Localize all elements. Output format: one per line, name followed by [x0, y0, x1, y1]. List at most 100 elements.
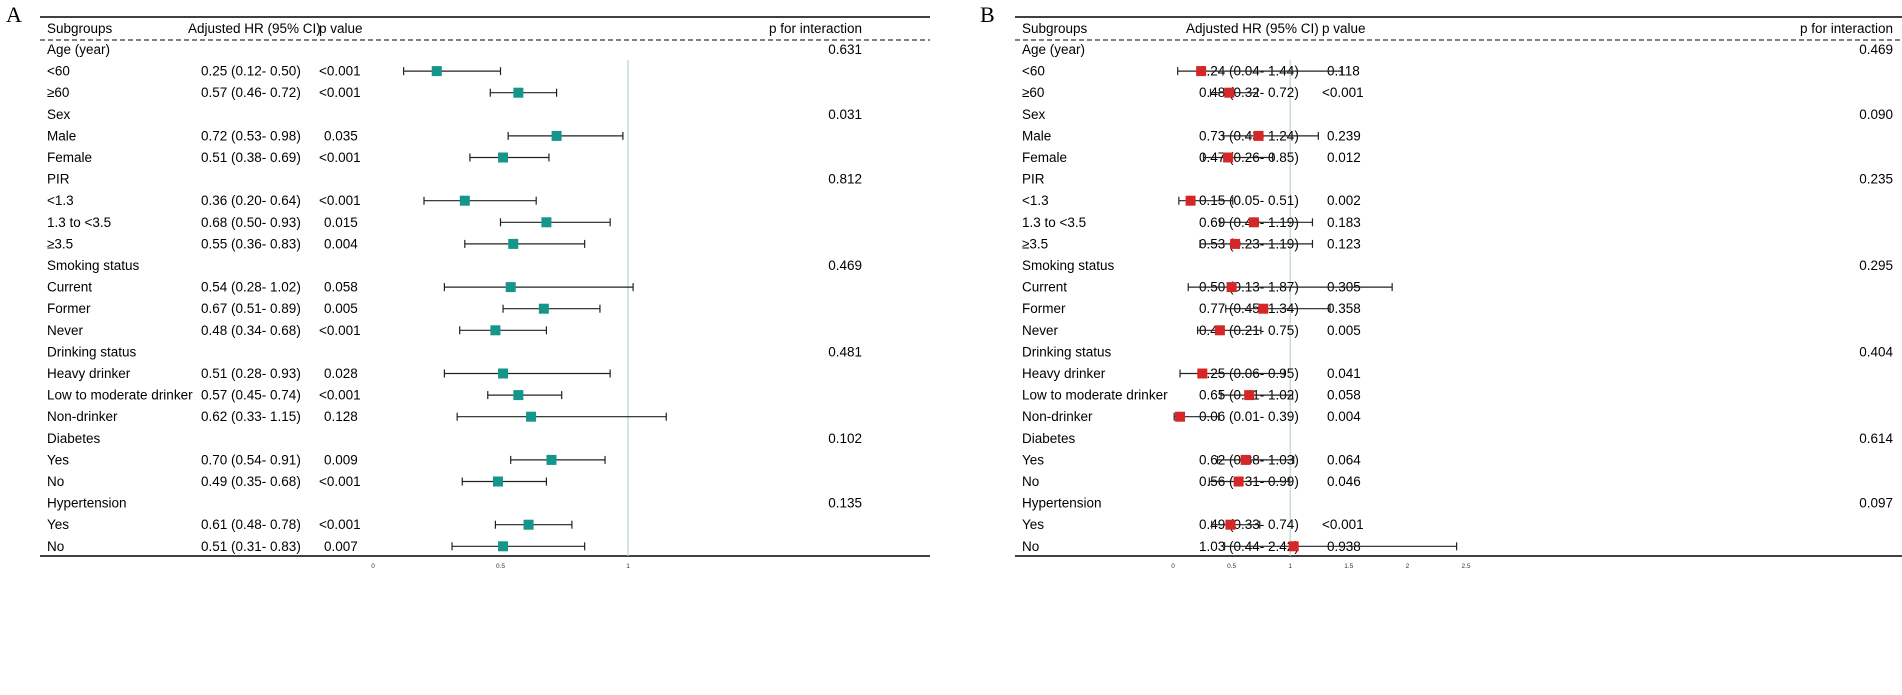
p-interaction-value: 0.295 — [1859, 258, 1893, 273]
p-value-text: <0.001 — [319, 323, 361, 338]
axis-tick-label: 0 — [1171, 563, 1175, 570]
p-interaction-value: 0.097 — [1859, 496, 1893, 511]
subgroup-label: No — [47, 474, 64, 489]
p-interaction-value: 0.235 — [1859, 172, 1893, 187]
hr-marker — [1240, 454, 1251, 465]
p-value-text: 0.028 — [324, 366, 358, 381]
p-value-text: <0.001 — [319, 193, 361, 208]
hr-ci-text: 0.54 (0.28- 1.02) — [201, 280, 301, 295]
p-value-text: 0.358 — [1327, 301, 1361, 316]
hr-ci-text: 0.06 (0.01- 0.39) — [1199, 409, 1299, 424]
subgroup-header-label: Diabetes — [47, 431, 101, 446]
p-value-text: <0.001 — [319, 474, 361, 489]
hr-marker — [1226, 282, 1237, 293]
hr-marker — [1214, 325, 1225, 336]
hr-marker — [1225, 519, 1236, 530]
p-value-text: <0.001 — [319, 517, 361, 532]
subgroup-label: Never — [1022, 323, 1059, 338]
hr-ci-text: 0.70 (0.54- 0.91) — [201, 452, 301, 467]
hr-ci-text: 0.72 (0.53- 0.98) — [201, 128, 301, 143]
p-value-text: 0.064 — [1327, 452, 1361, 467]
hr-ci-text: 0.68 (0.50- 0.93) — [201, 215, 301, 230]
subgroup-label: Non-drinker — [1022, 409, 1093, 424]
p-value-text: 0.118 — [1327, 64, 1360, 79]
subgroup-header-label: Drinking status — [1022, 344, 1112, 359]
hr-ci-text: 0.49 (0.35- 0.68) — [201, 474, 301, 489]
p-interaction-value: 0.102 — [828, 431, 862, 446]
p-value-text: 0.005 — [324, 301, 358, 316]
subgroup-header-label: Sex — [47, 107, 71, 122]
subgroup-header-label: Drinking status — [47, 344, 137, 359]
subgroup-label: No — [47, 539, 64, 554]
axis-tick-label: 0.5 — [496, 563, 505, 570]
p-interaction-value: 0.135 — [828, 496, 862, 511]
subgroup-label: Never — [47, 323, 84, 338]
hr-ci-text: 0.67 (0.51- 0.89) — [201, 301, 301, 316]
subgroup-label: Current — [1022, 280, 1067, 295]
p-interaction-value: 0.469 — [828, 258, 862, 273]
p-interaction-value: 0.404 — [1859, 344, 1893, 359]
hr-ci-text: 0.48 (0.34- 0.68) — [201, 323, 301, 338]
subgroup-label: Heavy drinker — [1022, 366, 1106, 381]
panel-a-letter: A — [6, 2, 22, 27]
hr-marker — [1253, 130, 1264, 141]
hr-marker — [1258, 303, 1269, 314]
subgroup-label: Yes — [47, 517, 69, 532]
subgroup-label: 1.3 to <3.5 — [47, 215, 111, 230]
subgroup-label: Male — [1022, 128, 1051, 143]
forest-panel-b: Subgroups Adjusted HR (95% CI) p value p fo… — [1015, 16, 1902, 570]
subgroup-label: <60 — [47, 64, 70, 79]
subgroup-label: No — [1022, 474, 1039, 489]
hr-ci-text: 0.15 (0.05- 0.51) — [1199, 193, 1299, 208]
subgroup-header-label: PIR — [1022, 172, 1045, 187]
p-value-text: 0.015 — [324, 215, 358, 230]
subgroup-label: ≥60 — [1022, 85, 1044, 100]
subgroup-header-label: Age (year) — [47, 42, 110, 57]
hr-marker — [513, 390, 524, 401]
subgroup-header-label: Diabetes — [1022, 431, 1076, 446]
hr-marker — [498, 541, 509, 552]
subgroup-label: Current — [47, 280, 92, 295]
hr-marker — [526, 411, 537, 422]
hr-marker — [538, 303, 549, 314]
axis-tick-label: 0.5 — [1227, 563, 1236, 570]
hr-marker — [508, 238, 519, 249]
p-value-text: <0.001 — [1322, 85, 1364, 100]
subgroup-label: No — [1022, 539, 1039, 554]
hr-marker — [498, 368, 509, 379]
axis-tick-label: 2.5 — [1461, 563, 1470, 570]
axis-tick-label: 2 — [1406, 563, 1410, 570]
subgroup-label: Female — [1022, 150, 1067, 165]
header-subgroups: Subgroups — [1022, 21, 1088, 36]
subgroup-header-label: Smoking status — [47, 258, 140, 273]
p-value-text: 0.035 — [324, 128, 358, 143]
subgroup-label: Yes — [1022, 517, 1044, 532]
p-value-text: 0.041 — [1327, 366, 1361, 381]
p-value-text: 0.183 — [1327, 215, 1361, 230]
subgroup-label: ≥3.5 — [47, 236, 73, 251]
axis-tick-label: 0 — [371, 563, 375, 570]
p-value-text: 0.123 — [1327, 236, 1361, 251]
subgroup-label: <1.3 — [1022, 193, 1049, 208]
subgroup-label: Former — [1022, 301, 1066, 316]
hr-ci-text: 0.57 (0.46- 0.72) — [201, 85, 301, 100]
subgroup-label: <1.3 — [47, 193, 74, 208]
hr-ci-text: 0.51 (0.28- 0.93) — [201, 366, 301, 381]
p-value-text: 0.239 — [1327, 128, 1361, 143]
subgroup-label: Female — [47, 150, 92, 165]
hr-ci-text: 0.25 (0.12- 0.50) — [201, 64, 301, 79]
hr-marker — [492, 476, 503, 487]
panel-b-letter: B — [980, 2, 995, 27]
subgroup-header-label: Hypertension — [1022, 496, 1102, 511]
hr-marker — [1233, 476, 1244, 487]
hr-marker — [1197, 368, 1208, 379]
hr-marker — [459, 195, 470, 206]
subgroup-header-label: Hypertension — [47, 496, 127, 511]
hr-ci-text: 0.62 (0.33- 1.15) — [201, 409, 301, 424]
hr-ci-text: 0.36 (0.20- 0.64) — [201, 193, 301, 208]
hr-ci-text: 0.61 (0.48- 0.78) — [201, 517, 301, 532]
p-value-text: 0.005 — [1327, 323, 1361, 338]
forest-panel-a: Subgroups Adjusted HR (95% CI)p value p fo… — [40, 16, 930, 570]
subgroup-label: ≥60 — [47, 85, 69, 100]
